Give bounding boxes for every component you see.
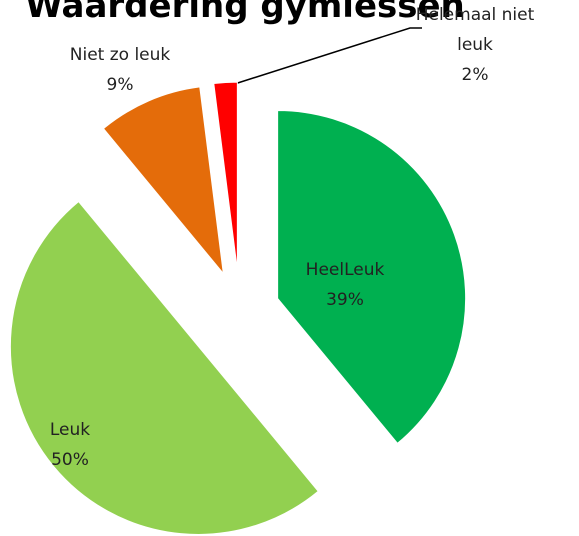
value-label: 39% [326, 290, 364, 310]
chart-title: Waardering gymlessen [25, 0, 465, 26]
pie-slice [102, 86, 225, 276]
slice-label: Niet zo leuk 9% [50, 40, 190, 100]
category-label: HeelLeuk [305, 260, 385, 280]
category-label: Leuk [49, 420, 91, 440]
pie-slice [213, 81, 238, 271]
value-label: 9% [106, 75, 134, 95]
value-label: 2% [461, 65, 489, 85]
value-label: 50% [51, 450, 89, 470]
slice-label: Helemaal niet leuk 2% [400, 0, 550, 90]
leader-line [221, 27, 422, 89]
category-label: Helemaal niet leuk [415, 5, 535, 55]
pie-slice [277, 109, 467, 445]
slice-label: Leuk 50% [30, 415, 110, 475]
slice-label: HeelLeuk 39% [290, 255, 400, 315]
pie-slice [9, 200, 319, 535]
category-label: Niet zo leuk [69, 45, 171, 65]
